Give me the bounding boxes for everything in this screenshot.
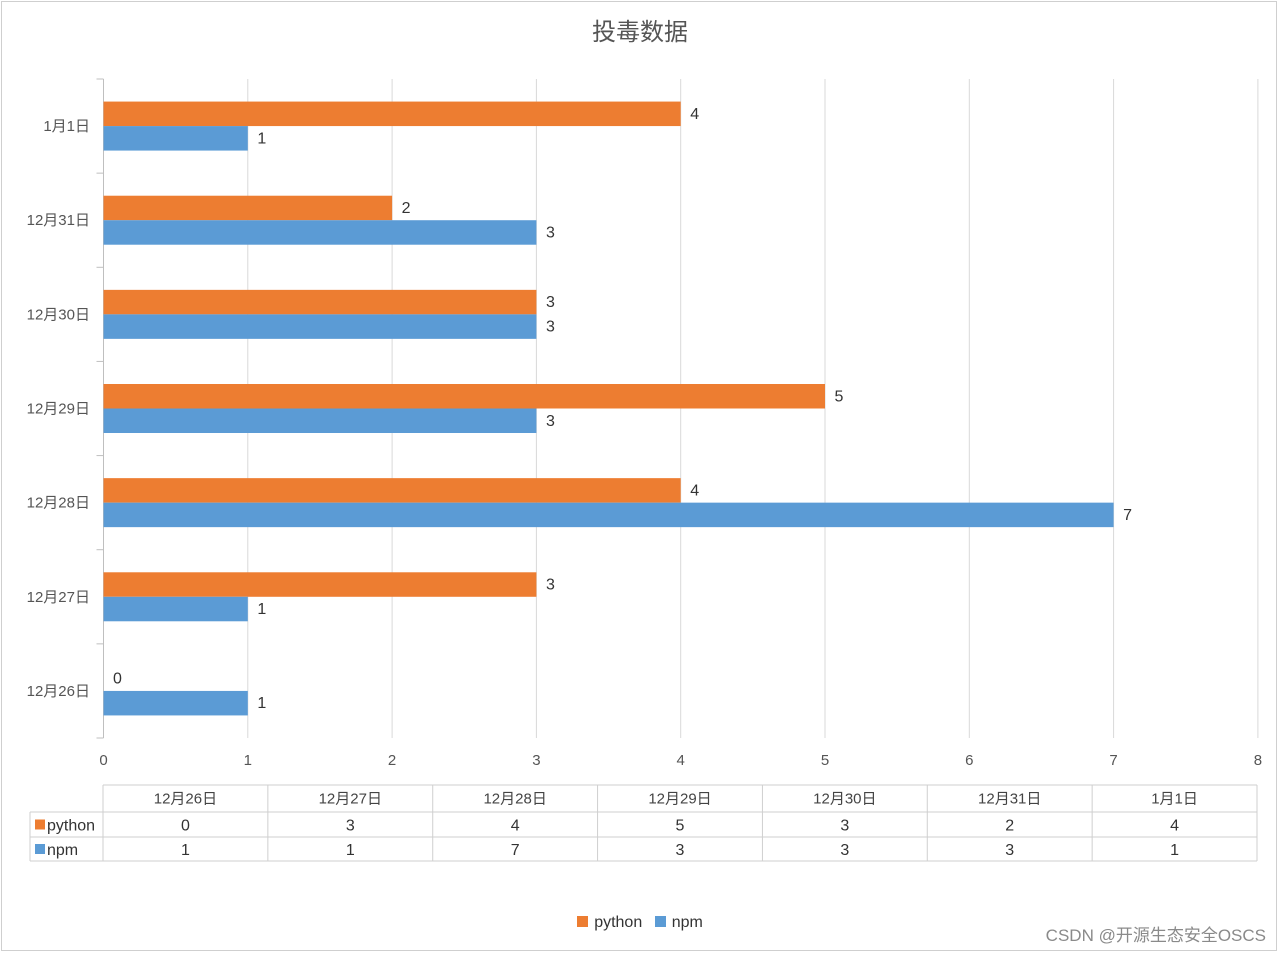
x-tick-label: 5 xyxy=(821,752,829,769)
data-label-python: 5 xyxy=(835,388,844,405)
x-tick-label: 1 xyxy=(244,752,252,769)
y-tick-label: 12月26日 xyxy=(27,683,90,700)
bar-npm xyxy=(103,690,248,716)
legend-swatch-python xyxy=(577,916,589,927)
table-cell: 3 xyxy=(1005,842,1014,859)
legend-item-npm: npm xyxy=(654,914,703,932)
bar-python xyxy=(103,289,537,315)
table-legend-key-npm xyxy=(35,844,45,854)
table-header-cell: 12月27日 xyxy=(319,791,382,808)
chart-title: 投毒数据 xyxy=(592,19,688,46)
data-label-python: 3 xyxy=(546,294,555,311)
bar-npm xyxy=(103,220,537,245)
bar-npm xyxy=(103,126,248,151)
chart: 投毒数据 0 1 2 3 4 5 6 7 812月26日12月27日12月28日12月29日12… xyxy=(27,19,1262,862)
table-cell: 3 xyxy=(840,842,849,859)
data-label-python: 4 xyxy=(690,482,699,499)
y-tick-label: 12月28日 xyxy=(27,495,90,512)
x-tick-label: 7 xyxy=(1109,752,1117,769)
table-cell: 0 xyxy=(181,818,190,835)
y-tick-label: 12月29日 xyxy=(27,401,90,418)
y-tick-label: 12月27日 xyxy=(27,589,90,606)
bar-npm xyxy=(103,596,248,622)
x-tick-label: 4 xyxy=(677,752,685,769)
table-header-cell: 12月29日 xyxy=(648,791,711,808)
data-label-npm: 1 xyxy=(257,130,266,147)
data-label-python: 3 xyxy=(546,577,555,594)
bars xyxy=(103,101,1114,716)
x-tick-label: 3 xyxy=(532,752,540,769)
table-cell: 3 xyxy=(676,842,685,859)
bar-python xyxy=(103,572,537,597)
table-cell: 1 xyxy=(1170,842,1179,859)
table-cell: 3 xyxy=(840,818,849,835)
table-cell: 1 xyxy=(181,842,190,859)
x-tick-label: 6 xyxy=(965,752,973,769)
table-row-label: python xyxy=(47,818,95,835)
data-label-python: 0 xyxy=(113,671,122,688)
data-label-npm: 3 xyxy=(546,224,555,241)
table-cell: 7 xyxy=(511,842,520,859)
axes: 0 1 2 3 4 5 6 7 8 12月26日 12月27日 12月28日 12月29日 12月30日 1… xyxy=(27,78,1262,769)
data-labels: 0 1 3 1 4 7 5 3 3 3 2 3 4 1 xyxy=(113,106,1132,712)
data-label-npm: 3 xyxy=(546,413,555,430)
table-header-cell: 12月31日 xyxy=(978,791,1041,808)
table-header-cell: 12月26日 xyxy=(154,791,217,808)
data-label-npm: 7 xyxy=(1123,507,1132,524)
data-label-npm: 1 xyxy=(257,601,266,618)
legend-label-npm: npm xyxy=(671,914,703,931)
table-header-cell: 12月28日 xyxy=(483,791,546,808)
legend-item-python: python xyxy=(577,914,642,932)
bar-npm xyxy=(103,314,537,339)
table-cell: 4 xyxy=(511,818,520,835)
table-header-cell: 1月1日 xyxy=(1151,791,1198,808)
table-cell: 5 xyxy=(676,818,685,835)
gridlines xyxy=(247,79,1259,738)
x-tick-label: 0 xyxy=(99,752,107,769)
data-label-python: 4 xyxy=(690,106,699,123)
x-tick-label: 8 xyxy=(1254,752,1262,769)
bar-python xyxy=(103,384,825,409)
bar-npm xyxy=(103,502,1114,528)
data-label-python: 2 xyxy=(402,200,411,217)
x-tick-label: 2 xyxy=(388,752,396,769)
legend: python npm xyxy=(0,914,1280,932)
bar-python xyxy=(103,478,681,503)
watermark: CSDN @开源生态安全OSCS xyxy=(1045,926,1266,945)
data-label-npm: 3 xyxy=(546,319,555,336)
table-header-cell: 12月30日 xyxy=(813,791,876,808)
table-cell: 4 xyxy=(1170,818,1179,835)
table-row-label: npm xyxy=(47,842,78,859)
y-tick-label: 1月1日 xyxy=(43,118,90,135)
data-label-npm: 1 xyxy=(257,695,266,712)
table-cell: 1 xyxy=(346,842,355,859)
legend-swatch-npm xyxy=(654,916,666,927)
table-cell: 3 xyxy=(346,818,355,835)
y-tick-label: 12月31日 xyxy=(27,212,90,229)
y-tick-label: 12月30日 xyxy=(27,306,90,323)
table-cell: 2 xyxy=(1005,818,1014,835)
bar-python xyxy=(103,195,393,221)
bar-python xyxy=(103,101,681,127)
data-table: 12月26日 12月27日 12月28日 12月29日 12月30日 12月31日 1月1日… xyxy=(29,784,1258,862)
legend-label-python: python xyxy=(594,914,643,931)
bar-npm xyxy=(103,408,537,433)
table-legend-key-python xyxy=(35,819,45,830)
